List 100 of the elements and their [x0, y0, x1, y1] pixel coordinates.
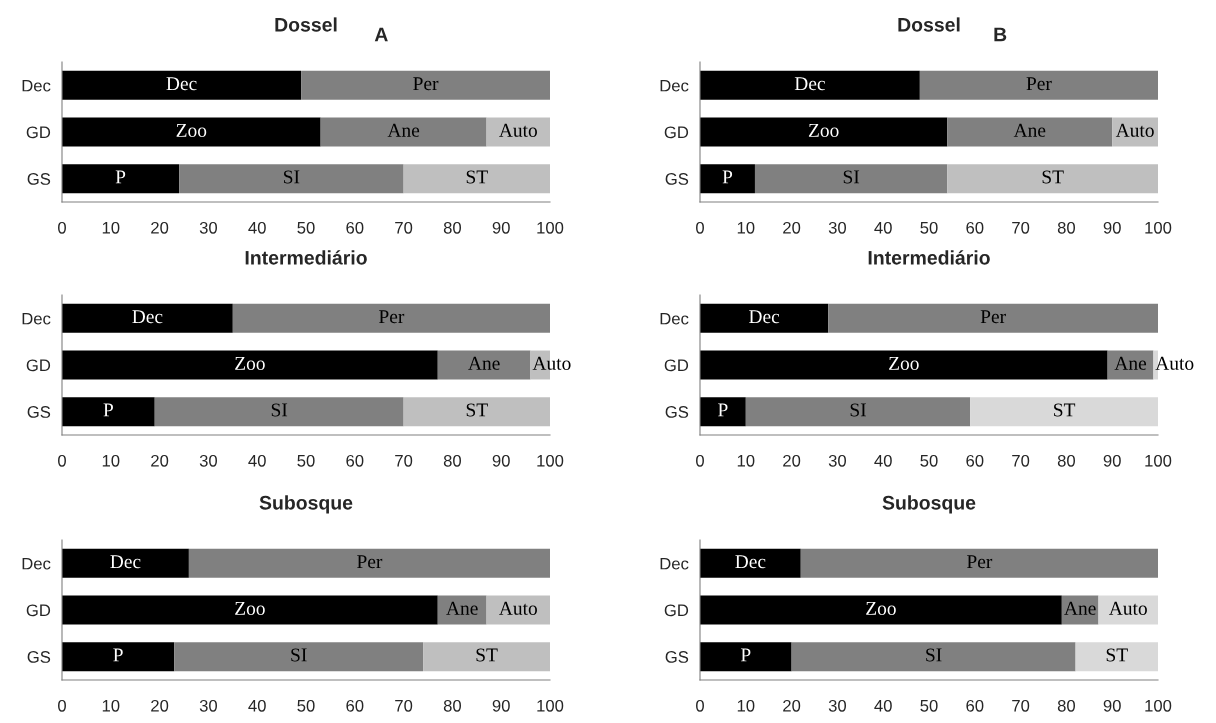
- chart-title: Subosque: [259, 495, 353, 514]
- chart-title: Dossel: [898, 17, 960, 32]
- x-tick-label: 10: [102, 454, 120, 467]
- data-label: Auto: [1108, 601, 1147, 615]
- data-label: Ane: [1114, 356, 1147, 370]
- x-tick-label: 0: [696, 699, 704, 712]
- data-label: Ane: [1013, 123, 1046, 137]
- bar: [970, 397, 1158, 427]
- data-label: P: [113, 648, 123, 662]
- data-label: P: [722, 170, 733, 184]
- bar: [700, 70, 920, 100]
- bar: [745, 397, 971, 427]
- data-label: Zoo: [889, 356, 919, 370]
- x-tick-label: 50: [920, 699, 938, 712]
- data-label: ST: [466, 170, 488, 184]
- y-tick-label: GS: [665, 651, 689, 663]
- x-tick-label: 80: [443, 454, 462, 467]
- x-tick-label: 100: [1145, 699, 1172, 712]
- y-tick-label: GS: [665, 173, 689, 185]
- data-label: SI: [926, 648, 942, 662]
- x-tick-label: 80: [443, 699, 462, 712]
- text: B: [994, 27, 1007, 42]
- y-tick-label: GS: [27, 406, 51, 418]
- data-label: Zoo: [176, 123, 207, 137]
- x-tick-label: 20: [151, 221, 169, 234]
- data-label: SI: [291, 648, 307, 662]
- bar: [62, 397, 155, 427]
- bar: [919, 70, 1158, 100]
- data-label: Per: [1026, 77, 1052, 91]
- x-tick-label: 60: [346, 454, 364, 467]
- x-tick-label: 80: [443, 221, 462, 234]
- x-tick-label: 10: [102, 699, 120, 712]
- data-label: Zoo: [235, 601, 265, 615]
- x-tick-label: 0: [696, 221, 704, 234]
- data-label: Dec: [735, 555, 766, 569]
- bar: [828, 303, 1158, 333]
- data-label: ST: [466, 403, 488, 417]
- bar: [62, 164, 180, 194]
- x-tick-label: 70: [1012, 699, 1030, 712]
- x-tick-label: 80: [1057, 221, 1076, 234]
- data-label: Per: [413, 77, 439, 91]
- x-tick-label: 60: [966, 699, 984, 712]
- bar: [174, 642, 424, 672]
- x-tick-label: 70: [395, 699, 413, 712]
- x-tick-label: 40: [874, 699, 892, 712]
- bar: [403, 397, 550, 427]
- bar: [62, 595, 438, 625]
- bar: [700, 117, 948, 147]
- data-label: Zoo: [235, 356, 265, 370]
- x-tick-label: 30: [199, 221, 218, 234]
- x-tick-label: 100: [1145, 221, 1172, 234]
- data-label: ST: [1106, 648, 1128, 662]
- y-tick-label: Dec: [660, 312, 689, 325]
- x-tick-label: 20: [783, 221, 801, 234]
- chart-title: Subosque: [882, 495, 976, 514]
- x-tick-label: 20: [151, 699, 169, 712]
- x-tick-label: 0: [58, 454, 66, 467]
- bar: [62, 117, 321, 147]
- x-tick-label: 0: [58, 699, 66, 712]
- x-tick-label: 70: [395, 221, 413, 234]
- data-label: P: [718, 403, 728, 417]
- y-tick-label: GD: [26, 126, 51, 139]
- data-label: Auto: [499, 601, 537, 615]
- x-tick-label: 0: [696, 454, 704, 467]
- x-tick-label: 50: [297, 699, 315, 712]
- x-tick-label: 50: [920, 221, 938, 234]
- y-tick-label: GD: [664, 126, 689, 139]
- data-label: SI: [850, 403, 866, 417]
- x-tick-label: 20: [783, 454, 801, 467]
- bar: [947, 117, 1113, 147]
- data-label: SI: [843, 170, 860, 184]
- y-tick-label: GS: [27, 173, 51, 185]
- x-tick-label: 40: [248, 454, 266, 467]
- data-label: Dec: [794, 77, 825, 91]
- data-label: Zoo: [866, 601, 896, 615]
- data-label: Ane: [387, 123, 420, 137]
- data-label: Zoo: [808, 123, 839, 137]
- bar: [800, 548, 1158, 578]
- y-tick-label: GD: [664, 604, 689, 617]
- y-tick-label: GD: [26, 604, 51, 617]
- bar: [700, 397, 746, 427]
- bar: [188, 548, 550, 578]
- y-tick-label: Dec: [22, 557, 51, 570]
- x-tick-label: 20: [151, 454, 169, 467]
- chart-title: Dossel: [275, 17, 337, 32]
- chart-title: Intermediário: [245, 250, 367, 265]
- bar: [754, 164, 948, 194]
- x-tick-label: 100: [537, 454, 564, 467]
- x-tick-label: 90: [492, 699, 510, 712]
- data-label: ST: [1054, 403, 1076, 417]
- bar: [62, 548, 189, 578]
- x-tick-label: 40: [874, 221, 892, 234]
- y-tick-label: Dec: [660, 557, 689, 570]
- bar: [700, 164, 755, 194]
- x-tick-label: 50: [297, 454, 315, 467]
- bar: [403, 164, 550, 194]
- data-label: Dec: [132, 310, 163, 324]
- data-label: Ane: [446, 601, 478, 615]
- data-label: Auto: [1155, 356, 1194, 370]
- data-label: ST: [1042, 170, 1064, 184]
